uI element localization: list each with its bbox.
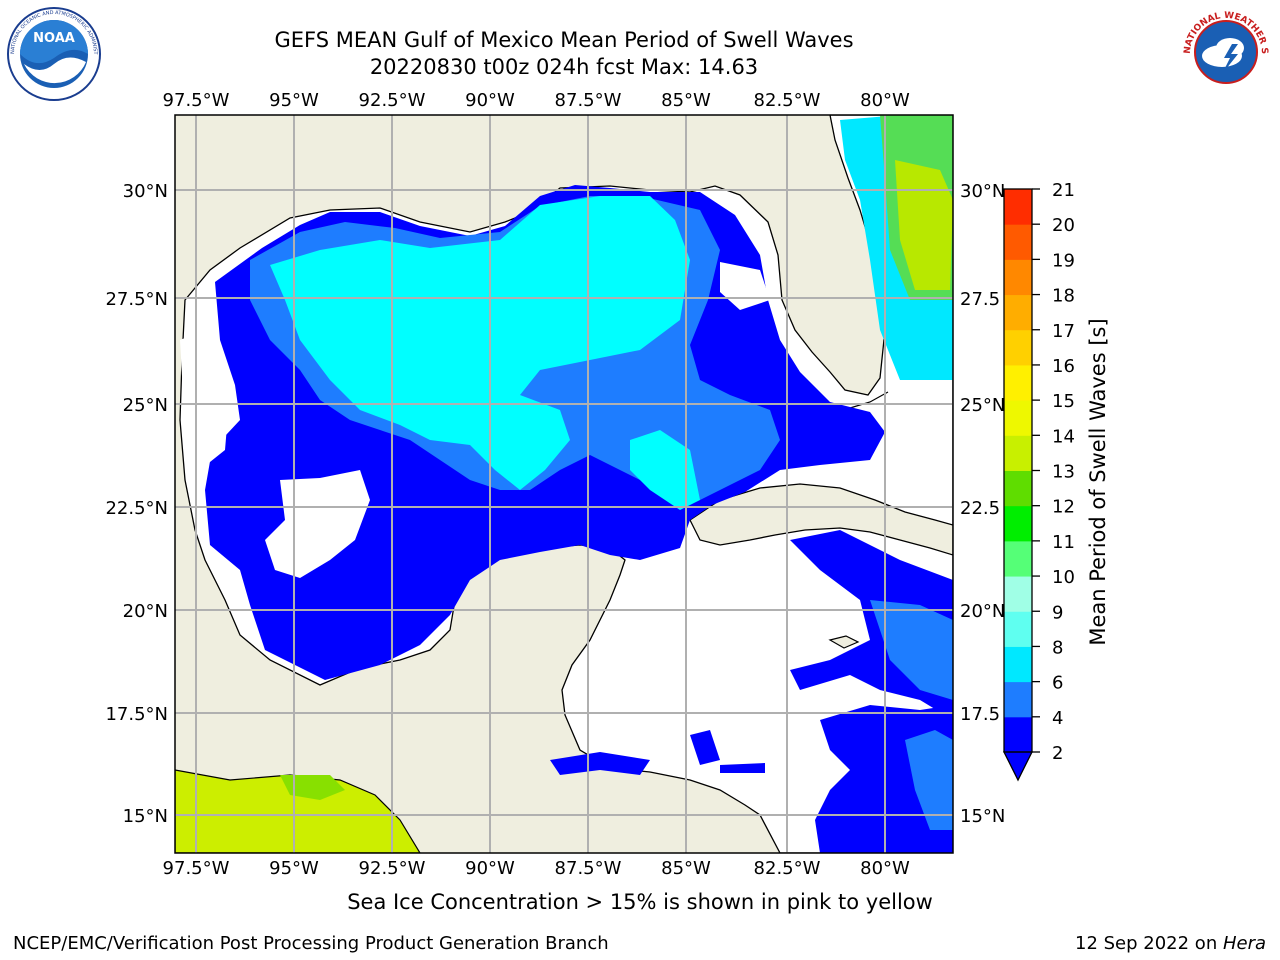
colorbar-tick-label: 11	[1052, 532, 1075, 553]
lon-tick-top: 90°W	[465, 90, 515, 111]
colorbar-title: Mean Period of Swell Waves [s]	[1086, 318, 1110, 646]
colorbar-extend-arrow	[1002, 751, 1034, 782]
colorbar-segment	[1004, 470, 1032, 507]
lon-tick-top: 82.5°W	[754, 90, 821, 111]
colorbar-segment	[1004, 681, 1032, 718]
lat-tick-right: 30°N	[960, 181, 1005, 202]
lon-tick-top: 95°W	[269, 90, 319, 111]
lat-tick-left: 17.5°N	[105, 704, 168, 725]
map-frame	[174, 114, 954, 854]
lat-tick-right: 27.5	[960, 289, 1000, 310]
colorbar-tick-label: 17	[1052, 321, 1075, 342]
colorbar-tick-label: 4	[1052, 708, 1063, 729]
colorbar-tick-label: 20	[1052, 215, 1075, 236]
lon-tick-bottom: 80°W	[860, 858, 910, 879]
colorbar-segment	[1004, 224, 1032, 260]
colorbar-tick-label: 2	[1052, 743, 1063, 764]
colorbar-segment	[1004, 576, 1032, 612]
lon-tick-bottom: 85°W	[661, 858, 711, 879]
colorbar-tick-label: 14	[1052, 426, 1075, 447]
colorbar-segment	[1004, 611, 1032, 647]
lon-tick-top: 80°W	[860, 90, 910, 111]
colorbar-segment	[1004, 294, 1032, 331]
lon-tick-bottom: 92.5°W	[359, 858, 426, 879]
colorbar-tick-label: 8	[1052, 637, 1063, 658]
credit-text: NCEP/EMC/Verification Post Processing Pr…	[13, 933, 609, 954]
lon-tick-top: 87.5°W	[555, 90, 622, 111]
lon-tick-bottom: 90°W	[465, 858, 515, 879]
lat-tick-right: 22.5	[960, 498, 1000, 519]
ice-note: Sea Ice Concentration > 15% is shown in …	[347, 890, 933, 914]
colorbar-tick-label: 21	[1052, 180, 1075, 201]
lat-tick-left: 22.5°N	[105, 498, 168, 519]
lat-tick-right: 20°N	[960, 601, 1005, 622]
colorbar-ticks: 2 4 6 8 9 10 11 12 13 14 15 16 17 18 19 20 21	[1032, 180, 1075, 764]
lon-tick-bottom: 82.5°W	[754, 858, 821, 879]
chart-subtitle: 20220830 t00z 024h fcst Max: 14.63	[369, 55, 759, 79]
nws-logo: NATIONAL WEATHER SERVICE	[1178, 4, 1272, 98]
noaa-logo: NOAA NATIONAL OCEANIC AND ATMOSPHERIC AD…	[6, 6, 101, 101]
lon-tick-top: 85°W	[661, 90, 711, 111]
colorbar-tick-label: 6	[1052, 673, 1063, 694]
colorbar-tick-label: 15	[1052, 391, 1075, 412]
colorbar-segment	[1004, 540, 1032, 577]
colorbar-segment	[1004, 505, 1032, 542]
chart-title: GEFS MEAN Gulf of Mexico Mean Period of …	[274, 28, 854, 52]
colorbar-tick-label: 13	[1052, 462, 1075, 483]
colorbar-segment	[1004, 716, 1032, 753]
colorbar-tick-label: 9	[1052, 602, 1063, 623]
lat-tick-left: 25°N	[123, 395, 168, 416]
colorbar-segment	[1004, 329, 1032, 366]
colorbar-tick-label: 19	[1052, 250, 1075, 271]
lon-tick-top: 92.5°W	[359, 90, 426, 111]
svg-text:NOAA: NOAA	[33, 31, 75, 46]
colorbar-segment	[1004, 435, 1032, 471]
colorbar	[1004, 189, 1032, 753]
pacific-water	[175, 769, 421, 853]
lat-tick-left: 30°N	[123, 181, 168, 202]
lat-tick-right: 17.5	[960, 704, 1000, 725]
lon-tick-bottom: 87.5°W	[555, 858, 622, 879]
lon-tick-top: 97.5°W	[163, 90, 230, 111]
colorbar-segment	[1004, 189, 1032, 225]
date-stamp: 12 Sep 2022 on Hera	[1075, 933, 1266, 954]
gridlines	[175, 115, 953, 853]
colorbar-segment	[1004, 364, 1032, 401]
colorbar-tick-label: 18	[1052, 286, 1075, 307]
colorbar-tick-label: 10	[1052, 567, 1075, 588]
lat-tick-left: 20°N	[123, 601, 168, 622]
atlantic-swell-12to14	[895, 160, 953, 290]
host-name: Hera	[1222, 933, 1266, 954]
lon-tick-bottom: 95°W	[269, 858, 319, 879]
lat-tick-left: 15°N	[123, 806, 168, 827]
colorbar-tick-label: 12	[1052, 497, 1075, 518]
colorbar-tick-label: 16	[1052, 356, 1075, 377]
swell-field-6to8	[270, 196, 690, 490]
lat-tick-left: 27.5°N	[105, 289, 168, 310]
date-text: 12 Sep 2022 on	[1075, 933, 1223, 954]
colorbar-segment	[1004, 400, 1032, 436]
lat-tick-right: 15°N	[960, 806, 1005, 827]
cuba-land	[689, 483, 953, 556]
colorbar-segment	[1004, 259, 1032, 296]
lon-tick-bottom: 97.5°W	[163, 858, 230, 879]
colorbar-segment	[1004, 646, 1032, 683]
lat-tick-right: 25°N	[960, 395, 1005, 416]
